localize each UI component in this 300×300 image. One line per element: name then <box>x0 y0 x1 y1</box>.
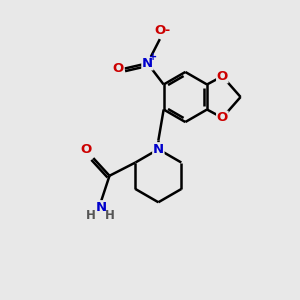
Text: O: O <box>217 70 228 83</box>
Text: O: O <box>81 143 92 156</box>
Text: +: + <box>149 52 158 62</box>
Text: O: O <box>113 62 124 75</box>
Text: N: N <box>153 143 164 156</box>
Text: N: N <box>96 201 107 214</box>
Text: O: O <box>217 111 228 124</box>
Text: N: N <box>142 57 153 70</box>
Text: H: H <box>86 209 96 222</box>
Text: O: O <box>154 24 166 38</box>
Text: -: - <box>164 24 169 37</box>
Text: H: H <box>105 209 115 222</box>
